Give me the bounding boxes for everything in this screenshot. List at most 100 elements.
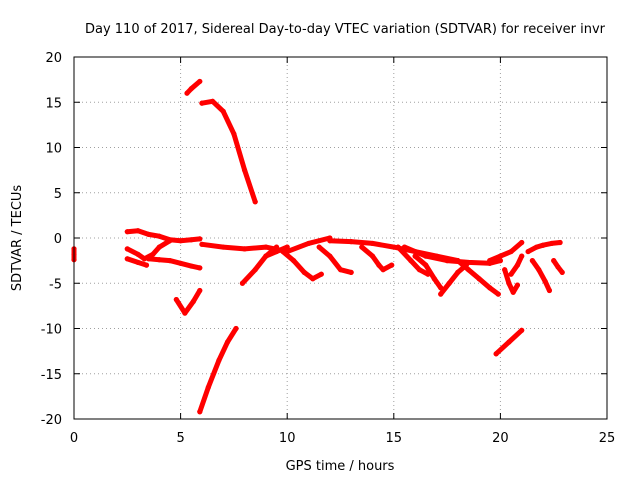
data-point <box>301 269 307 275</box>
data-point <box>197 287 203 294</box>
series-line <box>529 258 552 293</box>
data-point <box>143 262 150 268</box>
data-point <box>188 263 194 269</box>
data-point <box>241 167 248 173</box>
data-point <box>337 267 344 273</box>
data-point <box>508 248 514 255</box>
data-point <box>182 310 188 316</box>
data-point <box>348 239 354 245</box>
data-point <box>559 269 565 275</box>
data-point <box>290 258 297 264</box>
data-point <box>231 131 237 137</box>
data-point <box>380 267 386 273</box>
data-point <box>519 253 525 259</box>
y-tick-label: 20 <box>45 51 62 66</box>
data-point <box>455 258 461 264</box>
data-point <box>510 289 516 295</box>
data-point <box>197 409 203 415</box>
series-line <box>280 249 324 282</box>
data-point <box>542 278 548 285</box>
data-point <box>493 351 499 357</box>
data-point <box>416 267 422 273</box>
data-point <box>444 258 450 264</box>
data-point <box>209 98 216 104</box>
data-point <box>184 90 190 96</box>
data-point <box>408 258 414 264</box>
data-point <box>540 242 546 248</box>
data-point <box>318 271 324 277</box>
y-axis-label: SDTVAR / TECUs <box>10 185 25 292</box>
series-track-s <box>412 253 444 291</box>
y-tick-label: 0 <box>54 232 62 247</box>
data-point <box>239 280 246 286</box>
y-tick-label: 10 <box>45 142 62 157</box>
series-track-q <box>395 244 431 277</box>
data-point <box>305 240 312 247</box>
data-point <box>401 244 408 250</box>
series-layer <box>71 78 565 415</box>
data-point <box>423 262 429 268</box>
data-point <box>252 267 258 273</box>
data-point <box>146 256 152 262</box>
data-point <box>476 276 482 282</box>
x-tick-label: 5 <box>176 431 184 446</box>
chart-title: Day 110 of 2017, Sidereal Day-to-day VTE… <box>85 22 606 37</box>
data-point <box>529 258 535 264</box>
data-point <box>391 244 397 250</box>
data-point <box>167 238 173 244</box>
series-line <box>502 267 520 295</box>
data-point <box>310 276 316 282</box>
data-point <box>327 253 333 259</box>
data-point <box>220 108 226 114</box>
data-point <box>197 265 203 271</box>
data-point <box>348 269 354 275</box>
data-point <box>124 256 130 262</box>
data-point <box>252 199 258 205</box>
series-line <box>197 326 239 415</box>
data-point <box>519 327 525 333</box>
data-point <box>205 384 211 390</box>
series-track-a <box>184 78 203 96</box>
data-point <box>197 78 203 85</box>
series-line <box>124 238 173 262</box>
data-point <box>199 100 205 106</box>
data-point <box>146 231 152 237</box>
data-point <box>178 238 184 244</box>
series-line <box>173 288 203 316</box>
data-point <box>555 264 561 270</box>
data-point <box>497 253 503 259</box>
data-point <box>167 258 173 264</box>
data-point <box>487 285 493 291</box>
series-track-w <box>502 267 521 295</box>
data-point <box>173 296 179 303</box>
data-point <box>263 253 269 259</box>
series-track-d <box>173 287 203 316</box>
data-point <box>514 262 521 268</box>
series-line <box>199 98 258 205</box>
data-point <box>273 248 280 255</box>
data-point <box>216 357 222 363</box>
series-track-n <box>316 244 354 275</box>
series-track-c <box>197 325 239 415</box>
series-track-aa <box>551 258 565 275</box>
data-point <box>135 259 141 266</box>
data-point <box>423 253 429 259</box>
x-tick-label: 0 <box>70 431 78 446</box>
data-point <box>519 239 525 246</box>
y-tick-label: -15 <box>41 368 62 383</box>
data-point <box>124 246 130 252</box>
x-tick-labels: 0 5 10 15 20 25 <box>70 431 615 446</box>
series-track-v <box>487 239 525 264</box>
data-point <box>431 276 437 282</box>
series-track-l <box>263 244 290 259</box>
data-point <box>233 325 239 332</box>
grid <box>74 57 607 419</box>
series-track-b <box>199 98 258 205</box>
y-tick-label: -5 <box>49 277 62 292</box>
y-tick-label: 15 <box>45 96 62 111</box>
data-point <box>376 262 382 268</box>
data-point <box>389 262 395 268</box>
data-point <box>548 240 555 247</box>
data-point <box>551 258 557 264</box>
